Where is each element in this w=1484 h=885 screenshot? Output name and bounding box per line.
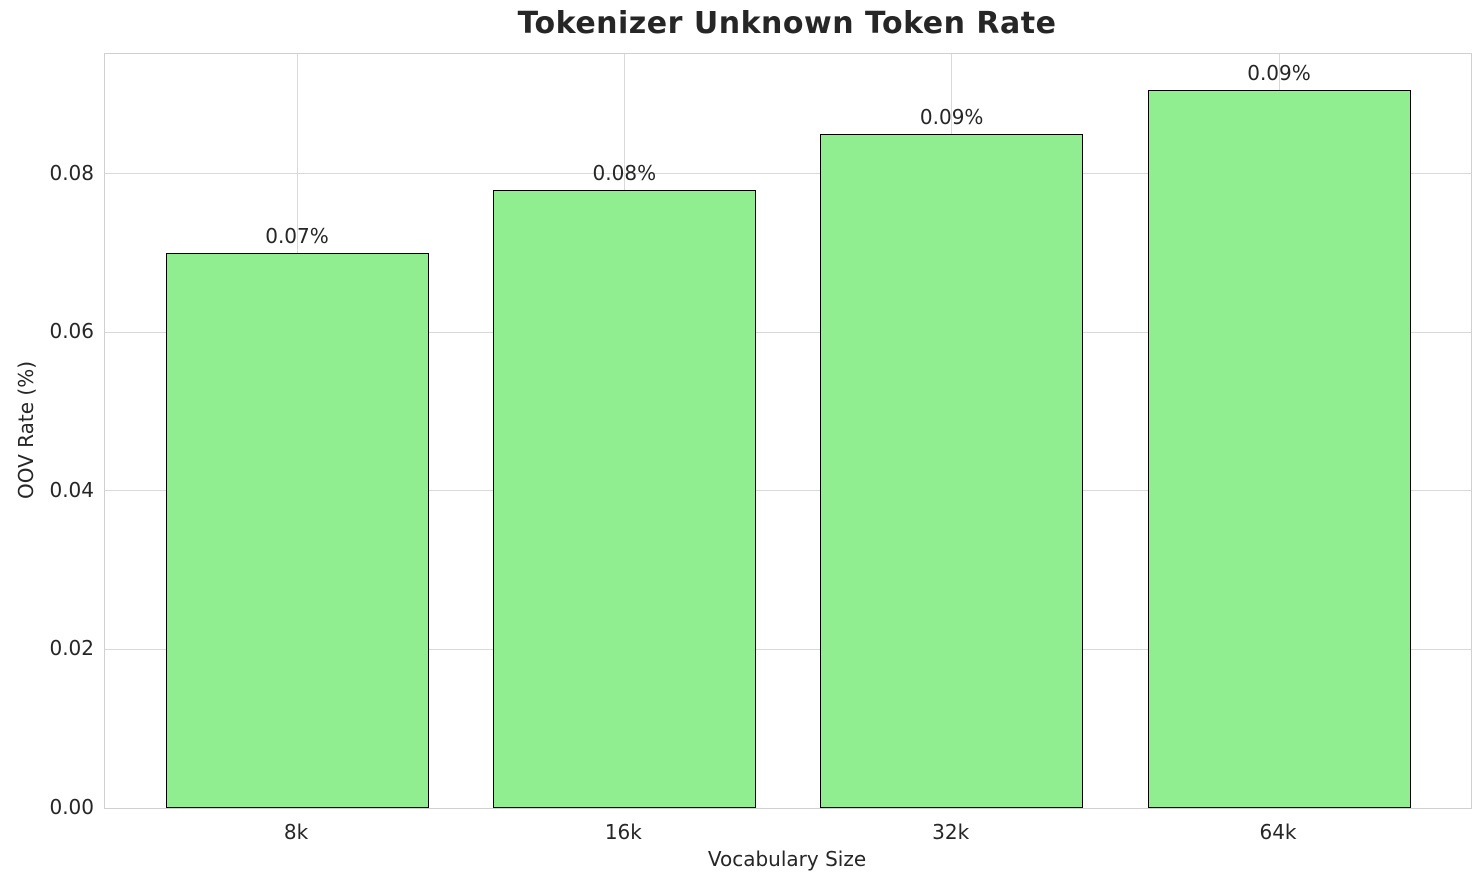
bar-value-label: 0.08% — [592, 160, 657, 185]
h-gridline — [105, 490, 1471, 492]
bar-value-label: 0.07% — [265, 224, 329, 249]
bar-value-label: 0.09% — [1247, 61, 1311, 86]
x-tick-label: 16k — [604, 820, 642, 844]
chart-title: Tokenizer Unknown Token Rate — [517, 6, 1057, 41]
y-tick-label: 0.04 — [49, 477, 94, 502]
y-tick-label: 0.06 — [49, 319, 94, 344]
bar-16k — [492, 189, 756, 808]
bar-8k — [165, 253, 429, 808]
bar-64k — [1147, 90, 1411, 808]
y-tick-label: 0.08 — [49, 160, 94, 185]
x-tick-label: 8k — [283, 820, 309, 844]
x-axis-label: Vocabulary Size — [707, 847, 867, 871]
bar-value-label: 0.09% — [919, 105, 984, 130]
h-gridline — [105, 331, 1471, 333]
bar-32k — [820, 134, 1084, 808]
x-tick-label: 64k — [1259, 820, 1297, 844]
y-tick-label: 0.02 — [49, 636, 94, 661]
h-gridline — [105, 173, 1471, 175]
y-tick-label: 0.00 — [49, 795, 94, 819]
x-tick-label: 32k — [932, 820, 970, 844]
h-gridline — [105, 648, 1471, 650]
plot-area: 0.07% 0.08% 0.09% 0.09% — [104, 53, 1472, 809]
